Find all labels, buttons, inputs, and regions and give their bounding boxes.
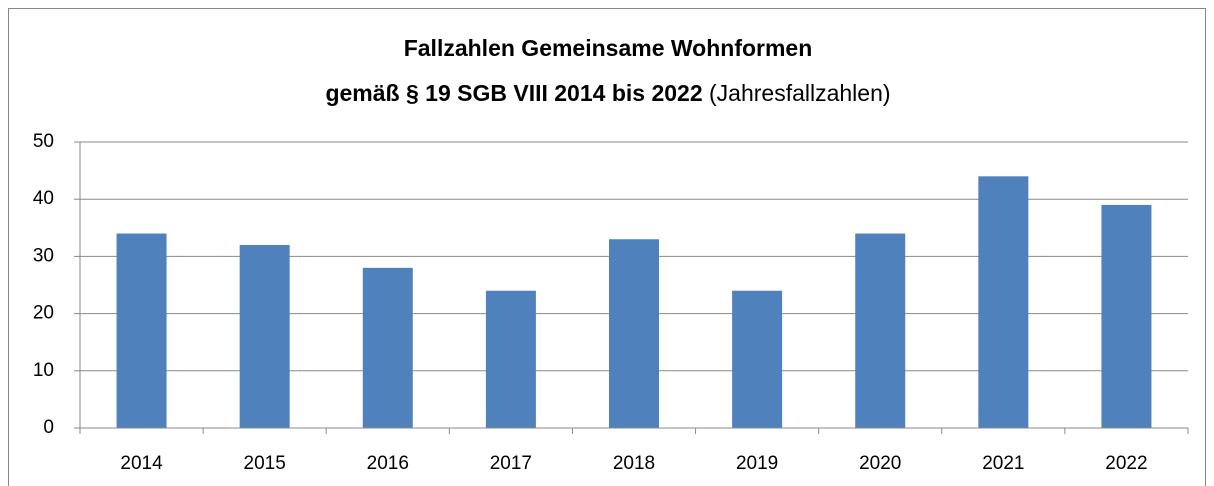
y-tick-label: 10 <box>33 360 54 381</box>
y-tick-label: 20 <box>33 303 54 324</box>
bar <box>116 233 167 428</box>
y-tick-label: 30 <box>33 245 54 266</box>
y-tick-label: 40 <box>33 188 54 209</box>
chart-subtitle: gemäß § 19 SGB VIII 2014 bis 2022 (Jahre… <box>325 80 890 106</box>
x-tick-label: 2021 <box>982 453 1024 474</box>
x-tick-label: 2015 <box>244 453 286 474</box>
bar <box>362 267 413 428</box>
x-tick-label: 2019 <box>736 453 778 474</box>
bar <box>855 233 906 428</box>
bar <box>485 290 536 428</box>
bar <box>732 290 783 428</box>
chart-title: Fallzahlen Gemeinsame Wohnformen <box>404 35 813 61</box>
bar <box>609 239 659 428</box>
bar <box>978 176 1029 428</box>
x-tick-label: 2014 <box>120 453 163 474</box>
bar <box>1101 204 1152 428</box>
x-tick-label: 2022 <box>1105 453 1147 474</box>
x-tick-label: 2017 <box>490 453 532 474</box>
y-tick-label: 0 <box>43 417 54 438</box>
bar <box>239 244 290 428</box>
subtitle-main: gemäß § 19 SGB VIII 2014 bis 2022 <box>325 80 702 106</box>
subtitle-note: (Jahresfallzahlen) <box>709 80 891 106</box>
x-tick-label: 2020 <box>859 453 901 474</box>
x-tick-label: 2018 <box>613 453 655 474</box>
y-tick-label: 50 <box>33 131 54 152</box>
x-tick-label: 2016 <box>367 453 409 474</box>
